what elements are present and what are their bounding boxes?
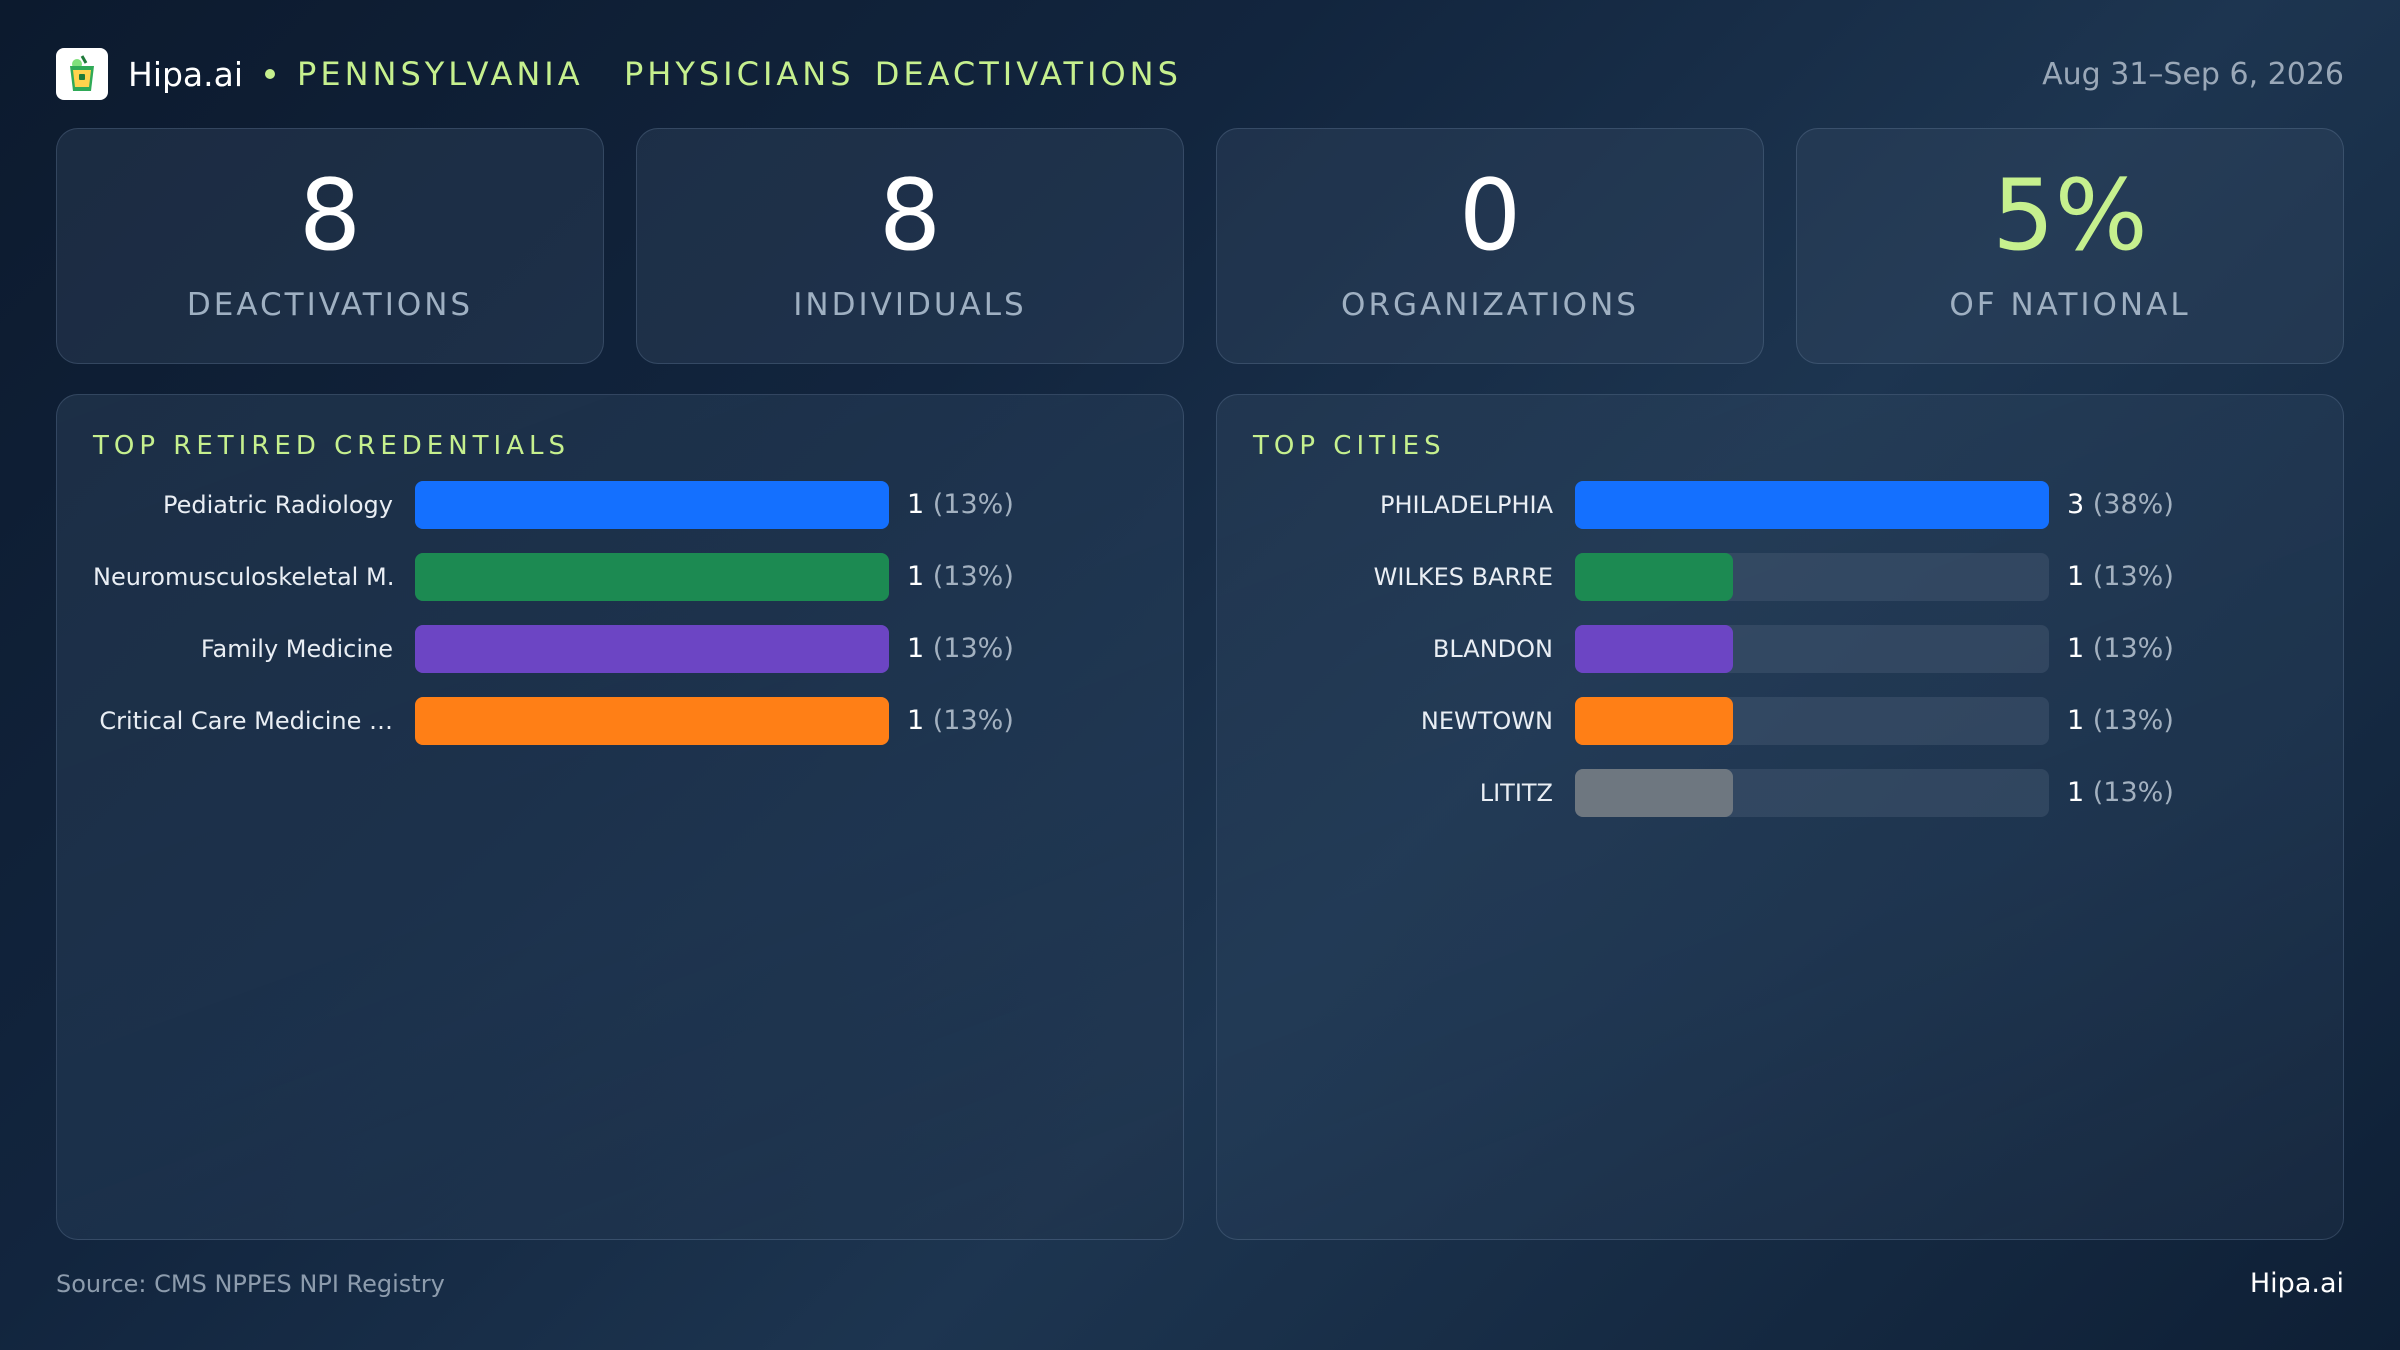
source-note: Source: CMS NPPES NPI Registry — [56, 1270, 445, 1298]
count-value: 1 — [907, 705, 925, 736]
bar — [415, 553, 889, 601]
app-logo — [56, 48, 108, 100]
bar — [1575, 481, 2049, 529]
percent-value: (13%) — [2084, 561, 2174, 592]
chart-row: Pediatric Radiology 1 (13%) — [57, 481, 1183, 529]
percent-value: (13%) — [924, 633, 1014, 664]
brand-name: Hipa.ai — [128, 54, 244, 94]
value-label: 1 (13%) — [2067, 697, 2174, 745]
category-label: LITITZ — [1479, 779, 1553, 807]
chart-row: Family Medicine 1 (13%) — [57, 625, 1183, 673]
stat-value: 8 — [878, 159, 942, 273]
bar-track — [415, 625, 889, 673]
bar-track — [1575, 625, 2049, 673]
bar — [1575, 697, 1733, 745]
count-value: 1 — [907, 489, 925, 520]
chart-title: TOP CITIES — [1253, 431, 1446, 461]
bar — [1575, 625, 1733, 673]
bar-track — [415, 697, 889, 745]
percent-value: (13%) — [2084, 705, 2174, 736]
count-value: 1 — [907, 633, 925, 664]
bar — [415, 625, 889, 673]
category-label: NEWTOWN — [1420, 707, 1553, 735]
category-label: Neuromusculoskeletal M… — [93, 563, 393, 591]
bar — [1575, 769, 1733, 817]
count-value: 1 — [2067, 705, 2085, 736]
category-label: Pediatric Radiology — [163, 491, 393, 519]
stat-value: 0 — [1458, 159, 1522, 273]
value-label: 1 (13%) — [907, 625, 1014, 673]
stat-value: 8 — [298, 159, 362, 273]
count-value: 1 — [2067, 561, 2085, 592]
stat-label: OF NATIONAL — [1949, 287, 2191, 323]
percent-value: (13%) — [924, 561, 1014, 592]
category-label: Family Medicine — [200, 635, 393, 663]
value-label: 1 (13%) — [2067, 553, 2174, 601]
stat-card-individuals: 8 INDIVIDUALS — [636, 128, 1184, 364]
bar-track — [1575, 481, 2049, 529]
bar-track — [1575, 553, 2049, 601]
value-label: 1 (13%) — [907, 697, 1014, 745]
bar-track — [1575, 697, 2049, 745]
chart-row: PHILADELPHIA 3 (38%) — [1217, 481, 2343, 529]
drink-cup-icon — [70, 55, 94, 91]
stat-value: 5% — [1992, 159, 2148, 273]
count-value: 1 — [2067, 777, 2085, 808]
value-label: 1 (13%) — [907, 553, 1014, 601]
percent-value: (38%) — [2084, 489, 2174, 520]
page-title: PENNSYLVANIA PHYSICIANS DEACTIVATIONS — [297, 55, 1182, 93]
header: Hipa.ai PENNSYLVANIA PHYSICIANS DEACTIVA… — [56, 46, 2344, 102]
percent-value: (13%) — [2084, 777, 2174, 808]
stat-card-national-share: 5% OF NATIONAL — [1796, 128, 2344, 364]
chart-row: BLANDON 1 (13%) — [1217, 625, 2343, 673]
chart-row: Neuromusculoskeletal M… 1 (13%) — [57, 553, 1183, 601]
value-label: 1 (13%) — [2067, 769, 2174, 817]
stat-card-deactivations: 8 DEACTIVATIONS — [56, 128, 604, 364]
bar-track — [415, 481, 889, 529]
percent-value: (13%) — [924, 705, 1014, 736]
bar-track — [1575, 769, 2049, 817]
bar-track — [415, 553, 889, 601]
stat-card-organizations: 0 ORGANIZATIONS — [1216, 128, 1764, 364]
category-label: WILKES BARRE — [1373, 563, 1553, 591]
cities-chart-panel: TOP CITIES PHILADELPHIA 3 (38%) WILKES BAR… — [1216, 394, 2344, 1240]
value-label: 1 (13%) — [2067, 625, 2174, 673]
chart-row: NEWTOWN 1 (13%) — [1217, 697, 2343, 745]
date-range: Aug 31–Sep 6, 2026 — [2042, 56, 2344, 92]
chart-row: WILKES BARRE 1 (13%) — [1217, 553, 2343, 601]
category-label: Critical Care Medicine … — [99, 707, 393, 735]
chart-title: TOP RETIRED CREDENTIALS — [93, 431, 570, 461]
count-value: 1 — [907, 561, 925, 592]
bar — [415, 481, 889, 529]
credentials-chart-panel: TOP RETIRED CREDENTIALS Pediatric Radiol… — [56, 394, 1184, 1240]
bar — [415, 697, 889, 745]
value-label: 1 (13%) — [907, 481, 1014, 529]
percent-value: (13%) — [2084, 633, 2174, 664]
bar — [1575, 553, 1733, 601]
chart-row: Critical Care Medicine … 1 (13%) — [57, 697, 1183, 745]
count-value: 3 — [2067, 489, 2085, 520]
category-label: BLANDON — [1432, 635, 1553, 663]
category-label: PHILADELPHIA — [1380, 491, 1553, 519]
count-value: 1 — [2067, 633, 2085, 664]
chart-row: LITITZ 1 (13%) — [1217, 769, 2343, 817]
percent-value: (13%) — [924, 489, 1014, 520]
value-label: 3 (38%) — [2067, 481, 2174, 529]
separator-dot — [265, 69, 276, 79]
stat-label: ORGANIZATIONS — [1341, 287, 1639, 323]
stat-label: DEACTIVATIONS — [186, 287, 474, 323]
footer-brand: Hipa.ai — [2249, 1268, 2344, 1299]
stat-label: INDIVIDUALS — [793, 287, 1027, 323]
